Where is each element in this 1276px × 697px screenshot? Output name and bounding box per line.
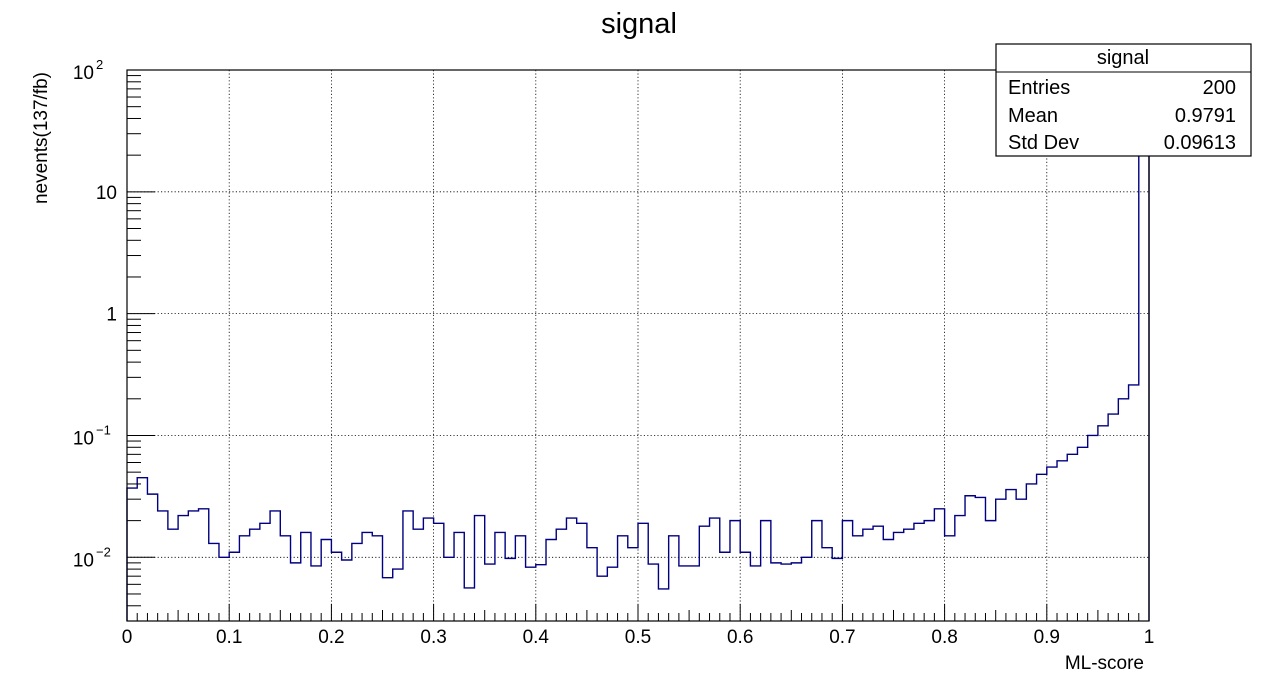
stats-box: signal Entries 200 Mean 0.9791 Std Dev 0… — [995, 43, 1252, 157]
y-tick-label: 10 −2 — [73, 544, 111, 571]
y-tick-label: 10 −1 — [73, 422, 111, 449]
x-tick-label: 0.4 — [523, 627, 550, 648]
x-axis-title: ML-score — [1065, 653, 1144, 674]
x-tick-labels: 0 0.1 0.2 0.3 0.4 0.5 0.6 0.7 0.8 0.9 1 — [122, 627, 1155, 648]
grid-lines — [127, 70, 1149, 621]
y-tick-label: 1 — [106, 305, 117, 326]
stats-entries-value: 200 — [1203, 77, 1236, 99]
y-tick-base: 10 — [73, 63, 94, 84]
x-tick-label: 0.8 — [931, 627, 957, 648]
y-tick-base: 10 — [73, 428, 94, 449]
stats-box-title: signal — [1097, 47, 1149, 69]
x-tick-label: 0.9 — [1034, 627, 1060, 648]
x-tick-label: 0 — [122, 627, 133, 648]
x-tick-label: 0.2 — [318, 627, 344, 648]
y-axis-title: nevents(137/fb) — [31, 72, 52, 204]
x-tick-label: 0.3 — [420, 627, 446, 648]
x-tick-label: 0.7 — [829, 627, 855, 648]
y-tick-exponent: −1 — [96, 422, 111, 437]
y-tick-label: 10 2 — [73, 57, 103, 84]
x-tick-label: 0.5 — [625, 627, 651, 648]
stats-stddev-value: 0.09613 — [1164, 132, 1236, 154]
y-tick-exponent: 2 — [96, 57, 103, 72]
y-tick-label: 10 — [96, 183, 117, 204]
y-tick-exponent: −2 — [96, 544, 111, 559]
x-tick-label: 0.6 — [727, 627, 753, 648]
y-tick-base: 10 — [96, 183, 117, 204]
stats-stddev-label: Std Dev — [1008, 132, 1079, 154]
stats-entries-label: Entries — [1008, 77, 1070, 99]
stats-mean-label: Mean — [1008, 105, 1058, 127]
x-tick-label: 0.1 — [216, 627, 242, 648]
y-tick-base: 1 — [106, 305, 117, 326]
x-tick-label: 1 — [1144, 627, 1155, 648]
y-tick-base: 10 — [73, 550, 94, 571]
histogram-series — [126, 96, 1150, 621]
stats-mean-value: 0.9791 — [1175, 105, 1236, 127]
stats-box-frame — [995, 43, 1252, 157]
axis-ticks — [126, 69, 1150, 622]
chart-title: signal — [601, 8, 677, 40]
